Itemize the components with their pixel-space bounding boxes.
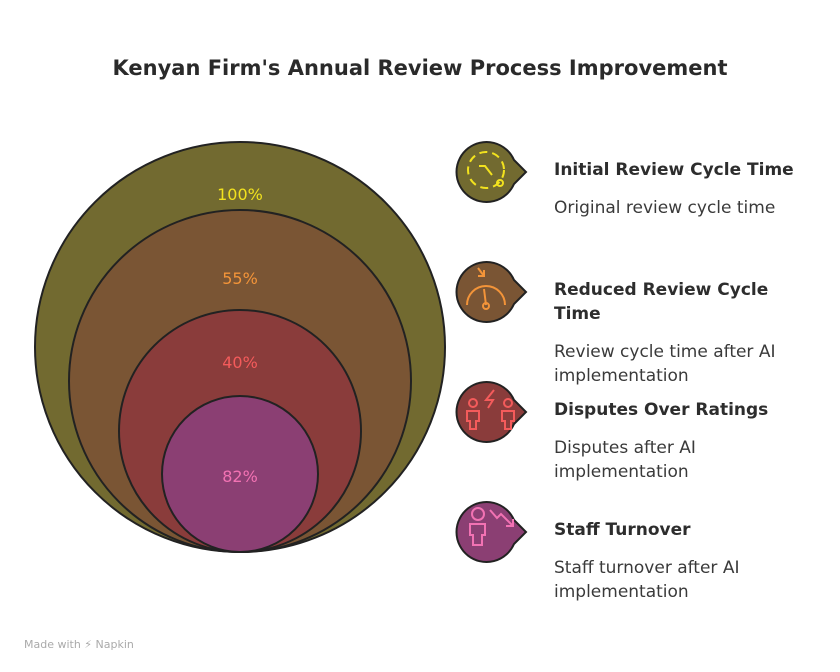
circle-turnover (161, 395, 319, 553)
page-title: Kenyan Firm's Annual Review Process Impr… (112, 56, 728, 80)
bubble-1 (455, 141, 528, 203)
item-title: Initial Review Cycle Time (554, 160, 794, 180)
item-desc: Staff turnover after AI implementation (554, 558, 740, 602)
item-title: Staff Turnover (554, 520, 691, 540)
label-55: 55% (222, 269, 258, 288)
item-disputes: Disputes Over Ratings Disputes after AI … (554, 398, 804, 484)
bubble-2 (455, 261, 528, 323)
person-decline-icon (469, 507, 514, 546)
item-title: Reduced Review Cycle Time (554, 280, 769, 324)
item-turnover: Staff Turnover Staff turnover after AI i… (554, 518, 804, 604)
item-initial-review: Initial Review Cycle Time Original revie… (554, 158, 804, 220)
label-100: 100% (217, 185, 263, 204)
clock-icon (467, 151, 505, 189)
item-desc: Review cycle time after AI implementatio… (554, 342, 776, 386)
item-desc: Disputes after AI implementation (554, 438, 696, 482)
bubble-3 (455, 381, 528, 443)
speedometer-icon (466, 267, 506, 310)
footer-credit: Made with ⚡ Napkin (24, 638, 134, 651)
label-40: 40% (222, 353, 258, 372)
item-desc: Original review cycle time (554, 198, 776, 218)
item-title: Disputes Over Ratings (554, 400, 769, 420)
item-reduced-review: Reduced Review Cycle Time Review cycle t… (554, 278, 804, 388)
people-conflict-icon (466, 389, 515, 430)
label-82: 82% (222, 467, 258, 486)
